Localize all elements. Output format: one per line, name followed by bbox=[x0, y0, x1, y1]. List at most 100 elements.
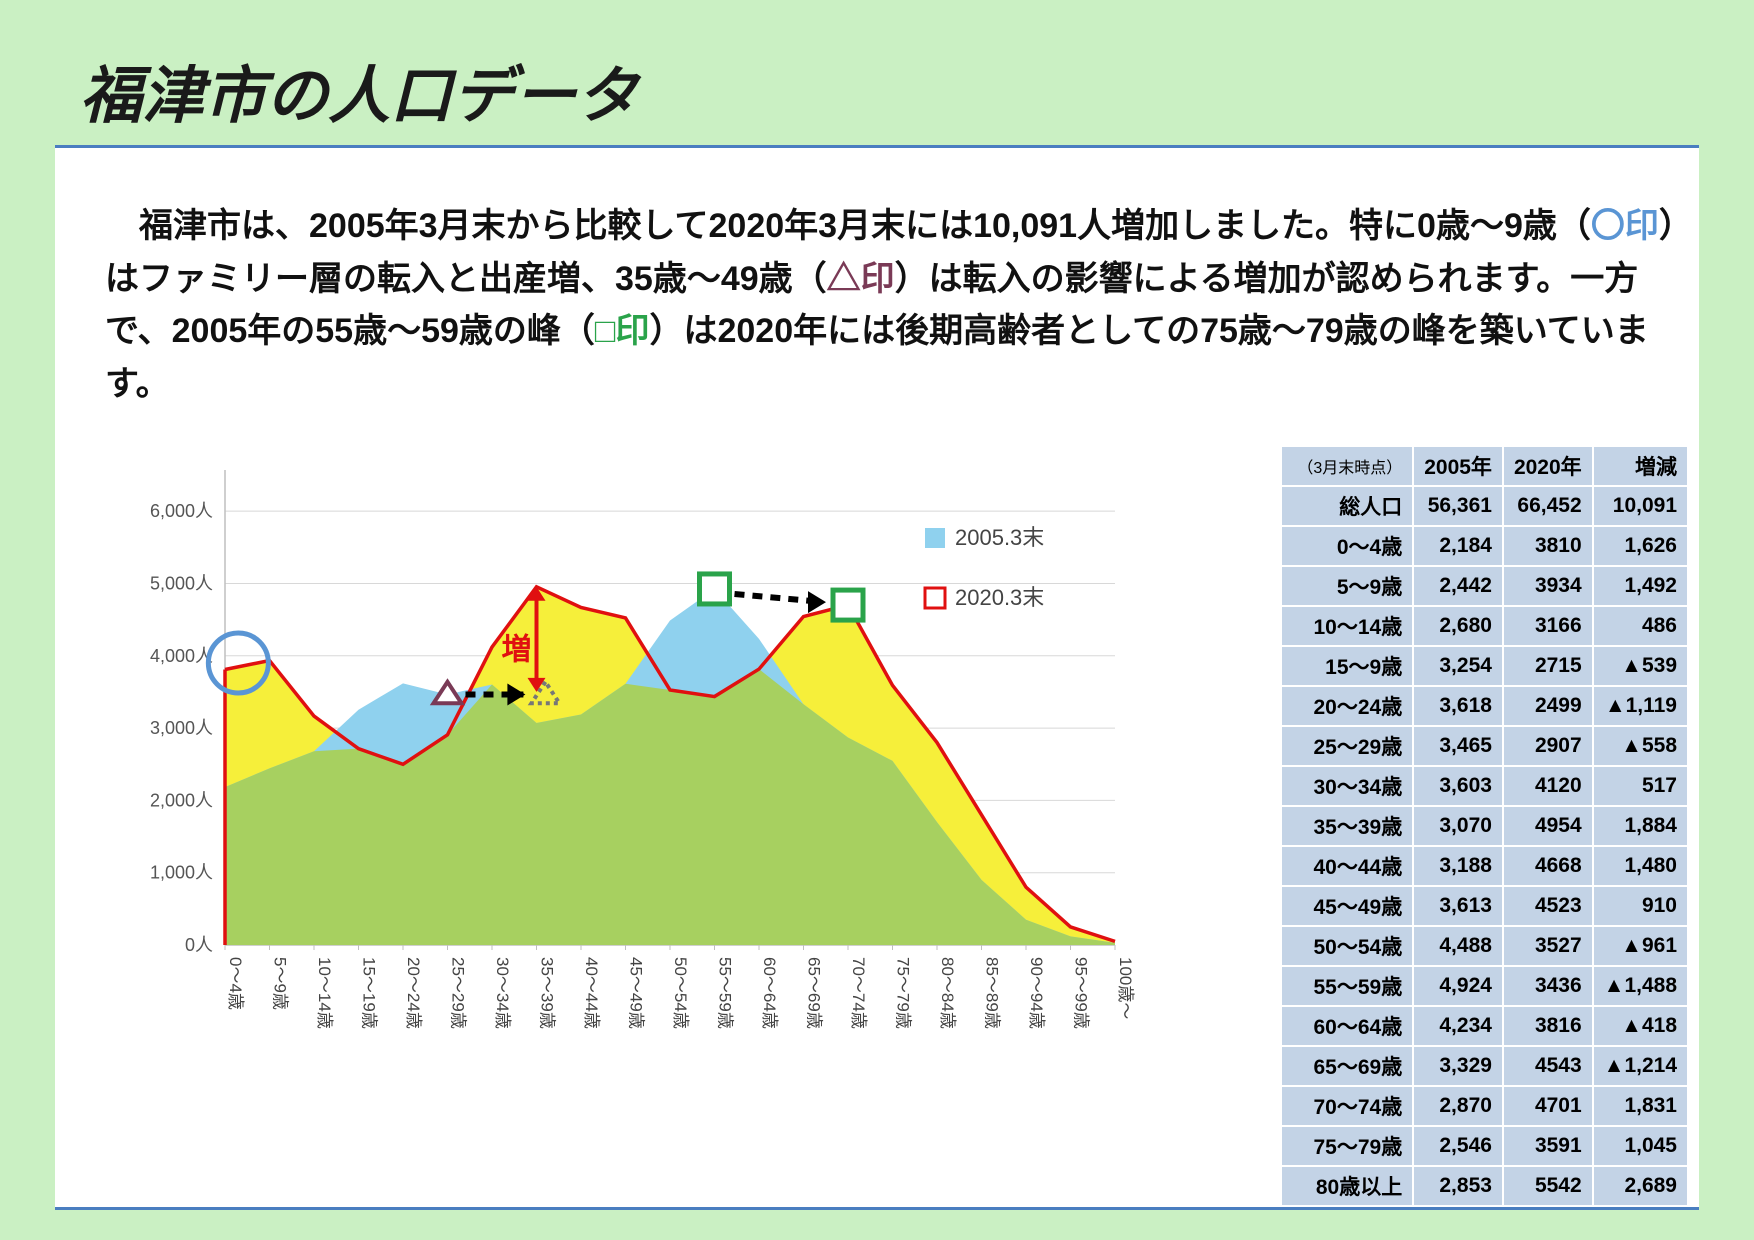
table-row: 50～54歳4,4883527▲961 bbox=[1281, 926, 1688, 966]
row-label: 20～24歳 bbox=[1281, 686, 1413, 726]
legend-label-2020: 2020.3末 bbox=[955, 585, 1044, 610]
x-tick-label: 75～79歳 bbox=[894, 957, 913, 1029]
title-band: 福津市の人口データ bbox=[55, 35, 1699, 145]
x-tick-label: 0～4歳 bbox=[226, 957, 245, 1010]
x-tick-label: 70～74歳 bbox=[849, 957, 868, 1029]
cell-diff: 2,689 bbox=[1593, 1166, 1688, 1206]
row-label: 70～74歳 bbox=[1281, 1086, 1413, 1126]
x-tick-label: 90～94歳 bbox=[1027, 957, 1046, 1029]
row-label: 60～64歳 bbox=[1281, 1006, 1413, 1046]
x-tick-label: 35～39歳 bbox=[538, 957, 557, 1029]
cell-2020: 3591 bbox=[1503, 1126, 1593, 1166]
cell-diff: ▲418 bbox=[1593, 1006, 1688, 1046]
legend-swatch-2020 bbox=[925, 588, 945, 608]
table-row: 75～79歳2,54635911,045 bbox=[1281, 1126, 1688, 1166]
cell-2005: 3,603 bbox=[1413, 766, 1503, 806]
cell-diff: 1,492 bbox=[1593, 566, 1688, 606]
cell-2005: 3,613 bbox=[1413, 886, 1503, 926]
y-tick-label: 6,000人 bbox=[150, 501, 213, 521]
cell-2020: 3166 bbox=[1503, 606, 1593, 646]
x-tick-label: 65～69歳 bbox=[805, 957, 824, 1029]
cell-2005: 2,680 bbox=[1413, 606, 1503, 646]
table-col-2: 増減 bbox=[1593, 446, 1688, 486]
cell-2005: 3,618 bbox=[1413, 686, 1503, 726]
cell-diff: 1,045 bbox=[1593, 1126, 1688, 1166]
x-tick-label: 85～89歳 bbox=[983, 957, 1002, 1029]
cell-2020: 2907 bbox=[1503, 726, 1593, 766]
table-row: 15～9歳3,2542715▲539 bbox=[1281, 646, 1688, 686]
cell-diff: ▲539 bbox=[1593, 646, 1688, 686]
row-label: 50～54歳 bbox=[1281, 926, 1413, 966]
description: 福津市は、2005年3月末から比較して2020年3月末には10,091人増加しま… bbox=[55, 200, 1699, 411]
row-label: 5～9歳 bbox=[1281, 566, 1413, 606]
x-tick-label: 25～29歳 bbox=[449, 957, 468, 1029]
cell-2020: 3527 bbox=[1503, 926, 1593, 966]
cell-2020: 3816 bbox=[1503, 1006, 1593, 1046]
x-tick-label: 80～84歳 bbox=[938, 957, 957, 1029]
table-header-row: （3月末時点）2005年2020年増減 bbox=[1281, 446, 1688, 486]
row-label: 総人口 bbox=[1281, 486, 1413, 526]
cell-2020: 4701 bbox=[1503, 1086, 1593, 1126]
x-tick-label: 50～54歳 bbox=[671, 957, 690, 1029]
square-mark-text: □印 bbox=[595, 312, 650, 350]
x-tick-label: 40～44歳 bbox=[582, 957, 601, 1029]
cell-2005: 2,546 bbox=[1413, 1126, 1503, 1166]
cell-2005: 4,488 bbox=[1413, 926, 1503, 966]
table-header-note: （3月末時点） bbox=[1281, 446, 1413, 486]
cell-2020: 2499 bbox=[1503, 686, 1593, 726]
square-marker-icon bbox=[833, 590, 863, 620]
cell-diff: ▲1,488 bbox=[1593, 966, 1688, 1006]
x-tick-label: 30～34歳 bbox=[493, 957, 512, 1029]
row-label: 25～29歳 bbox=[1281, 726, 1413, 766]
row-label: 10～14歳 bbox=[1281, 606, 1413, 646]
square-marker-icon bbox=[700, 574, 730, 604]
x-tick-label: 5～9歳 bbox=[271, 957, 290, 1010]
table-row: 20～24歳3,6182499▲1,119 bbox=[1281, 686, 1688, 726]
cell-2020: 3436 bbox=[1503, 966, 1593, 1006]
cell-diff: 486 bbox=[1593, 606, 1688, 646]
row-label: 65～69歳 bbox=[1281, 1046, 1413, 1086]
table-row: 30～34歳3,6034120517 bbox=[1281, 766, 1688, 806]
legend-label-2005: 2005.3末 bbox=[955, 525, 1044, 550]
cell-2005: 4,924 bbox=[1413, 966, 1503, 1006]
table-col-0: 2005年 bbox=[1413, 446, 1503, 486]
x-tick-label: 60～64歳 bbox=[760, 957, 779, 1029]
table-row: 80歳以上2,85355422,689 bbox=[1281, 1166, 1688, 1206]
x-tick-label: 95～99歳 bbox=[1072, 957, 1091, 1029]
increase-label: 増 bbox=[502, 633, 532, 666]
row-label: 75～79歳 bbox=[1281, 1126, 1413, 1166]
circle-mark-text: 〇印 bbox=[1591, 207, 1659, 245]
table-row: 65～69歳3,3294543▲1,214 bbox=[1281, 1046, 1688, 1086]
cell-diff: ▲1,214 bbox=[1593, 1046, 1688, 1086]
x-tick-label: 20～24歳 bbox=[404, 957, 423, 1029]
cell-2005: 3,329 bbox=[1413, 1046, 1503, 1086]
row-label: 45～49歳 bbox=[1281, 886, 1413, 926]
cell-2020: 4668 bbox=[1503, 846, 1593, 886]
table-row: 60～64歳4,2343816▲418 bbox=[1281, 1006, 1688, 1046]
row-label: 55～59歳 bbox=[1281, 966, 1413, 1006]
cell-2005: 56,361 bbox=[1413, 486, 1503, 526]
x-tick-label: 45～49歳 bbox=[627, 957, 646, 1029]
cell-2020: 5542 bbox=[1503, 1166, 1593, 1206]
row-label: 0～4歳 bbox=[1281, 526, 1413, 566]
y-tick-label: 5,000人 bbox=[150, 573, 213, 593]
cell-diff: 910 bbox=[1593, 886, 1688, 926]
table-row: 25～29歳3,4652907▲558 bbox=[1281, 726, 1688, 766]
x-tick-label: 15～19歳 bbox=[360, 957, 379, 1029]
cell-2020: 4954 bbox=[1503, 806, 1593, 846]
table-row: 総人口56,36166,45210,091 bbox=[1281, 486, 1688, 526]
table-container: （3月末時点）2005年2020年増減総人口56,36166,45210,091… bbox=[1280, 445, 1699, 1207]
y-tick-label: 1,000人 bbox=[150, 862, 213, 882]
cell-diff: ▲1,119 bbox=[1593, 686, 1688, 726]
row-label: 15～9歳 bbox=[1281, 646, 1413, 686]
table-row: 40～44歳3,18846681,480 bbox=[1281, 846, 1688, 886]
cell-diff: 1,626 bbox=[1593, 526, 1688, 566]
cell-diff: 1,480 bbox=[1593, 846, 1688, 886]
cell-diff: ▲558 bbox=[1593, 726, 1688, 766]
table-row: 35～39歳3,07049541,884 bbox=[1281, 806, 1688, 846]
desc-part-1: 福津市は、2005年3月末から比較して2020年3月末には10,091人増加しま… bbox=[139, 207, 1591, 245]
chart-container: 0人1,000人2,000人3,000人4,000人5,000人6,000人0～… bbox=[55, 445, 1280, 1065]
cell-2005: 3,070 bbox=[1413, 806, 1503, 846]
row-label: 80歳以上 bbox=[1281, 1166, 1413, 1206]
cell-2005: 2,184 bbox=[1413, 526, 1503, 566]
